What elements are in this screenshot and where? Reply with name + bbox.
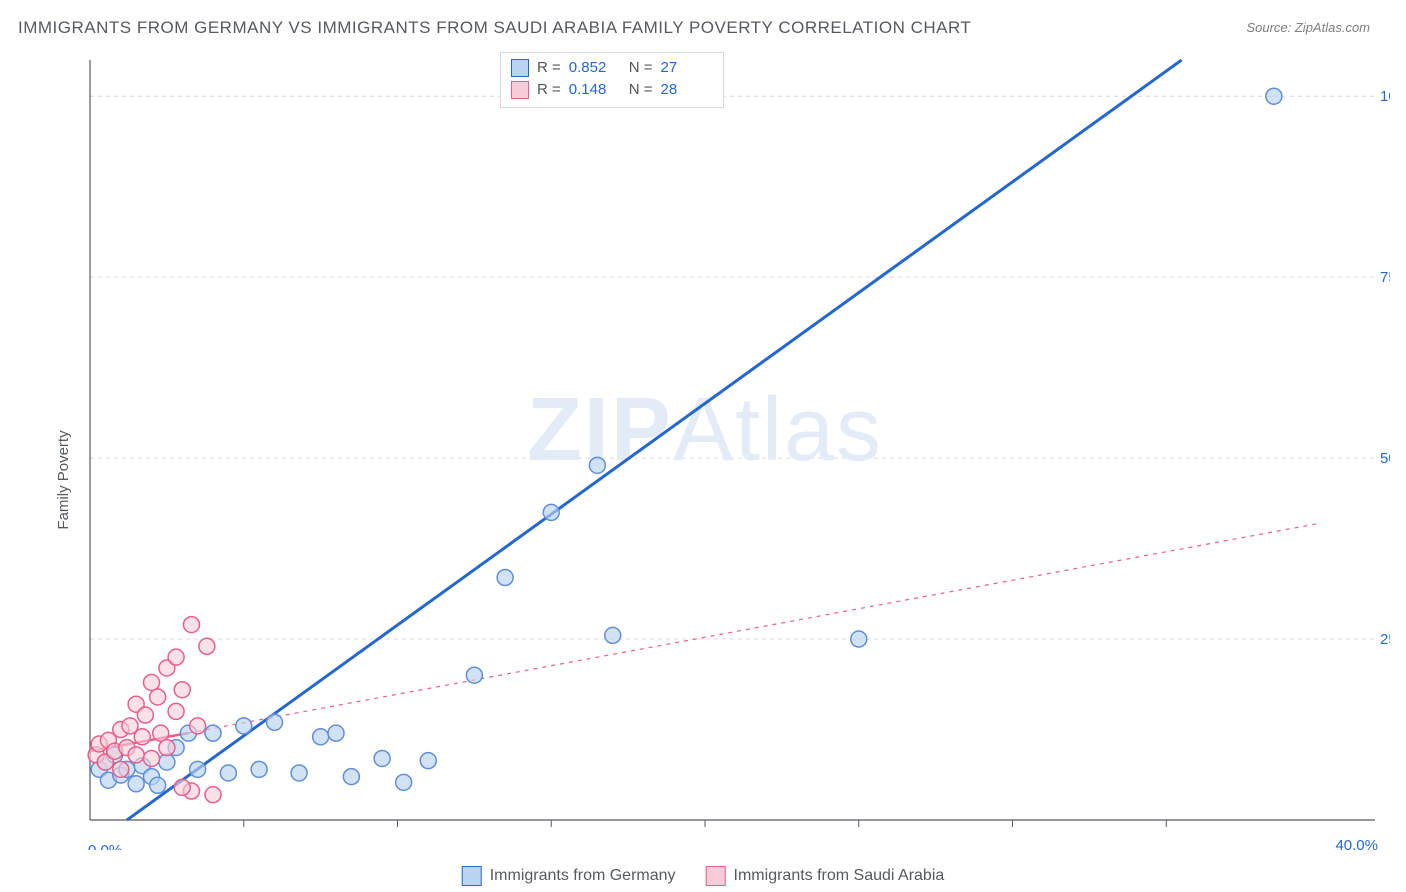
chart-title: IMMIGRANTS FROM GERMANY VS IMMIGRANTS FR… [18, 18, 971, 38]
legend-item-saudi: Immigrants from Saudi Arabia [706, 866, 945, 886]
r-value-germany: 0.852 [569, 57, 621, 79]
svg-text:100.0%: 100.0% [1380, 88, 1390, 105]
legend-label-saudi: Immigrants from Saudi Arabia [734, 867, 945, 885]
svg-text:0.0%: 0.0% [88, 842, 122, 850]
n-label: N = [629, 57, 653, 79]
legend: Immigrants from Germany Immigrants from … [462, 866, 945, 886]
legend-label-germany: Immigrants from Germany [490, 867, 676, 885]
svg-text:75.0%: 75.0% [1380, 269, 1390, 286]
stat-row-saudi: R = 0.148 N = 28 [511, 79, 713, 101]
chart-svg: ZIPAtlas 25.0% 50.0% 75.0% 100.0% 0.0% 40.0% [80, 50, 1390, 850]
source-text: Source: ZipAtlas.com [1246, 20, 1370, 35]
y-axis-label: Family Poverty [55, 430, 72, 529]
svg-text:25.0%: 25.0% [1380, 631, 1390, 648]
r-label: R = [537, 57, 561, 79]
n-value-saudi: 28 [661, 79, 713, 101]
svg-text:ZIPAtlas: ZIPAtlas [527, 380, 883, 480]
plot-area: ZIPAtlas 25.0% 50.0% 75.0% 100.0% 0.0% 40.0% [80, 50, 1390, 850]
r-value-saudi: 0.148 [569, 79, 621, 101]
svg-text:50.0%: 50.0% [1380, 450, 1390, 467]
svg-text:40.0%: 40.0% [1335, 837, 1378, 850]
legend-swatch-germany [462, 866, 482, 886]
r-label: R = [537, 79, 561, 101]
legend-swatch-saudi [706, 866, 726, 886]
n-value-germany: 27 [661, 57, 713, 79]
stat-row-germany: R = 0.852 N = 27 [511, 57, 713, 79]
stats-box: R = 0.852 N = 27 R = 0.148 N = 28 [500, 52, 724, 108]
n-label: N = [629, 79, 653, 101]
legend-item-germany: Immigrants from Germany [462, 866, 676, 886]
stat-swatch-saudi [511, 81, 529, 99]
stat-swatch-germany [511, 59, 529, 77]
chart-container: Family Poverty ZIPAtlas 25.0% 50.0% 75.0% 10… [50, 50, 1390, 850]
